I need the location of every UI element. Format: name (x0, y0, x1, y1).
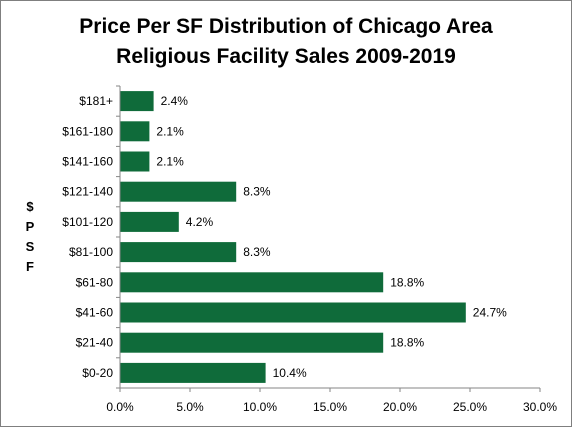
bar-8 (120, 302, 466, 323)
y-tick-label: $21-40 (76, 336, 114, 350)
data-label: 2.1% (156, 155, 184, 169)
x-tick-label: 20.0% (383, 400, 417, 414)
chart-title-line-1: Price Per SF Distribution of Chicago Are… (79, 15, 493, 38)
x-tick-label: 5.0% (176, 400, 204, 414)
y-tick-label: $101-120 (62, 215, 113, 229)
y-axis-title-letter: $ (26, 199, 34, 214)
y-axis-title-letter: S (26, 239, 35, 254)
data-label: 2.1% (156, 124, 184, 138)
y-tick-label: $61-80 (76, 275, 114, 289)
data-label: 4.2% (186, 215, 214, 229)
y-axis-title-letter: P (26, 219, 35, 234)
bar-2 (120, 121, 150, 142)
data-label: 8.3% (243, 245, 271, 259)
bar-4 (120, 181, 237, 202)
bar-5 (120, 211, 179, 232)
x-tick-label: 10.0% (243, 400, 277, 414)
bar-3 (120, 151, 150, 172)
x-tick-label: 30.0% (523, 400, 557, 414)
x-tick-label: 25.0% (453, 400, 487, 414)
chart-title-line-2: Religious Facility Sales 2009-2019 (116, 45, 456, 68)
bar-6 (120, 242, 237, 263)
y-tick-label: $0-20 (82, 366, 113, 380)
y-tick-label: $41-60 (76, 306, 114, 320)
bar-9 (120, 332, 384, 353)
y-tick-label: $141-160 (62, 155, 113, 169)
x-tick-label: 0.0% (106, 400, 134, 414)
y-axis-title: $ PSF (26, 199, 35, 274)
y-tick-label: $161-180 (62, 124, 113, 138)
y-tick-label: $121-140 (62, 185, 113, 199)
bars: 2.4% 2.1% 2.1% 8.3% 4.2% 8.3% 18.8% 24.7% 18.8% 1… (120, 91, 507, 383)
bar-1 (120, 91, 154, 112)
y-tick-label: $81-100 (69, 245, 113, 259)
y-axis-title-letter: F (26, 259, 34, 274)
bar-7 (120, 272, 384, 293)
axes: $181+ $161-180 $141-160 $121-140 $101-120 $81… (62, 85, 557, 414)
data-label: 18.8% (390, 275, 424, 289)
y-tick-label: $181+ (79, 94, 113, 108)
data-label: 2.4% (161, 94, 189, 108)
data-label: 8.3% (243, 185, 271, 199)
data-label: 10.4% (273, 366, 307, 380)
data-label: 24.7% (473, 306, 507, 320)
data-label: 18.8% (390, 336, 424, 350)
bar-10 (120, 362, 266, 383)
x-tick-label: 15.0% (313, 400, 347, 414)
